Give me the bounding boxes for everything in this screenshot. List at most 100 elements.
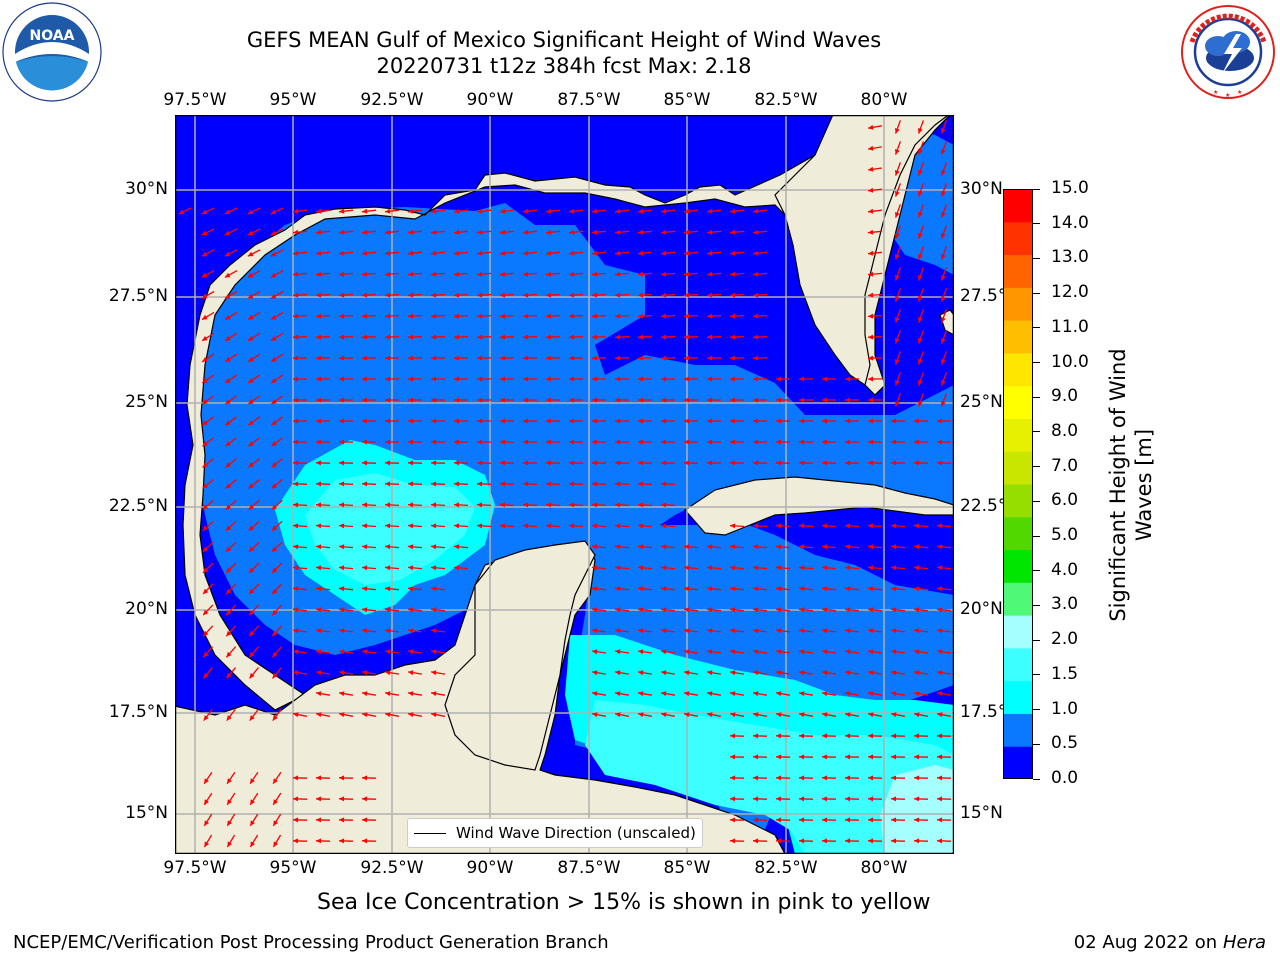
wind-wave-arrowhead [202,314,208,320]
wind-wave-arrowhead [822,775,828,781]
wind-wave-arrowhead [918,296,923,302]
colorbar-tick-label: 0.5 [1051,733,1079,754]
wind-wave-arrowhead [638,523,644,529]
colorbar-tick-label: 7.0 [1051,455,1079,476]
wind-wave-arrowhead [316,712,322,718]
wind-wave-arrowhead [895,212,900,218]
wind-wave-arrowhead [845,376,850,382]
wind-wave-arrowhead [822,733,828,739]
wind-wave-arrowhead [592,250,598,256]
wind-wave-arrowhead [362,313,368,319]
wind-wave-arrowhead [546,229,552,235]
wind-wave-arrowhead [569,397,574,403]
wind-wave-arrowhead [799,691,805,697]
wind-wave-arrowhead [918,317,923,323]
wind-wave-arrowhead [891,691,897,697]
wind-wave-arrowhead [661,565,667,571]
wind-wave-arrowhead [941,233,946,239]
wind-wave-arrowhead [431,376,436,382]
wind-wave-arrowhead [918,275,923,281]
wind-wave-arrowhead [684,355,690,361]
wind-wave-arrowhead [454,271,460,277]
wind-wave-arrowhead [730,733,736,739]
wind-wave-arrowhead [316,649,322,655]
wind-wave-arrowhead [431,586,437,592]
wind-wave-arrowhead [339,376,344,382]
wind-wave-arrowhead [730,628,736,634]
wind-wave-arrowhead [753,439,758,445]
wind-wave-arrowhead [247,209,254,215]
wind-wave-arrowhead [891,628,897,634]
wind-wave-arrowhead [592,565,598,571]
wind-wave-arrowhead [845,565,851,571]
wind-wave-arrowhead [202,378,208,383]
colorbar-tick-label: 4.0 [1051,559,1079,580]
wind-wave-arrowhead [385,712,391,718]
wind-wave-arrowhead [941,380,946,386]
wind-wave-arrowhead [822,439,827,445]
wind-wave-arrowhead [753,712,759,718]
wind-wave-arrowhead [477,208,483,214]
wind-wave-arrowhead [868,796,874,802]
wind-wave-arrowhead [638,334,644,340]
colorbar-tick-mark [1033,466,1040,468]
wind-wave-arrowhead [362,565,368,571]
wind-wave-arrowhead [362,523,368,529]
wind-wave-arrowhead [248,314,254,320]
colorbar-swatch [1003,221,1033,256]
wind-wave-arrowhead [615,208,621,214]
colorbar-swatch [1003,582,1033,616]
wind-wave-arrowhead [891,817,897,823]
wind-wave-arrowhead [431,271,437,277]
wind-wave-arrowhead [918,380,923,386]
wind-wave-arrowhead [249,567,255,573]
footer-host: Hera [1222,932,1266,953]
wind-wave-arrowhead [592,523,598,529]
wind-wave-arrowhead [895,380,900,386]
wind-wave-arrowhead [477,355,483,361]
wind-wave-arrowhead [293,586,299,592]
wind-wave-arrowhead [271,504,278,510]
wind-wave-arrowhead [592,628,598,634]
wind-wave-arrowhead [431,439,436,445]
wind-wave-arrowhead [477,481,483,487]
wind-wave-arrowhead [845,544,851,550]
wind-wave-arrowhead [316,313,322,319]
lat-tick-label: 25°N [125,392,168,412]
wind-wave-arrowhead [753,586,759,592]
wind-wave-arrowhead [753,649,759,655]
wind-wave-arrowhead [202,335,208,341]
wind-wave-arrowhead [799,796,805,802]
wind-wave-arrowhead [707,628,713,634]
wind-wave-arrowhead [914,523,920,529]
wind-wave-arrowhead [868,376,873,382]
colorbar-tick-label: 15.0 [1051,178,1089,198]
wind-wave-arrowhead [362,208,368,214]
wind-wave-arrowhead [546,313,552,319]
wind-wave-arrowhead [937,544,943,550]
wind-wave-arrowhead [271,378,277,383]
colorbar-tick-label: 6.0 [1051,490,1079,511]
wind-wave-arrowhead [845,397,850,403]
wind-wave-arrowhead [500,376,505,382]
wind-wave-arrowhead [937,439,942,445]
wind-wave-arrowhead [730,565,736,571]
wind-wave-arrowhead [293,775,299,781]
wind-wave-arrowhead [362,250,368,256]
wind-wave-arrowhead [914,712,920,718]
wind-wave-arrowhead [868,544,874,550]
wind-wave-arrowhead [431,397,436,403]
wind-wave-arrowhead [753,544,759,550]
wind-wave-arrowhead [569,460,575,466]
wind-wave-arrowhead [707,439,712,445]
wind-wave-arrowhead [569,418,574,424]
wind-wave-arrowhead [615,691,621,697]
wind-wave-arrowhead [730,355,736,361]
wind-wave-arrowhead [250,799,255,805]
wind-wave-arrowhead [385,628,391,634]
wind-wave-arrowhead [523,376,528,382]
wind-wave-arrowhead [316,376,321,382]
wind-wave-arrowhead [918,128,923,134]
wind-wave-arrowhead [293,628,299,634]
wind-wave-arrowhead [799,817,805,823]
